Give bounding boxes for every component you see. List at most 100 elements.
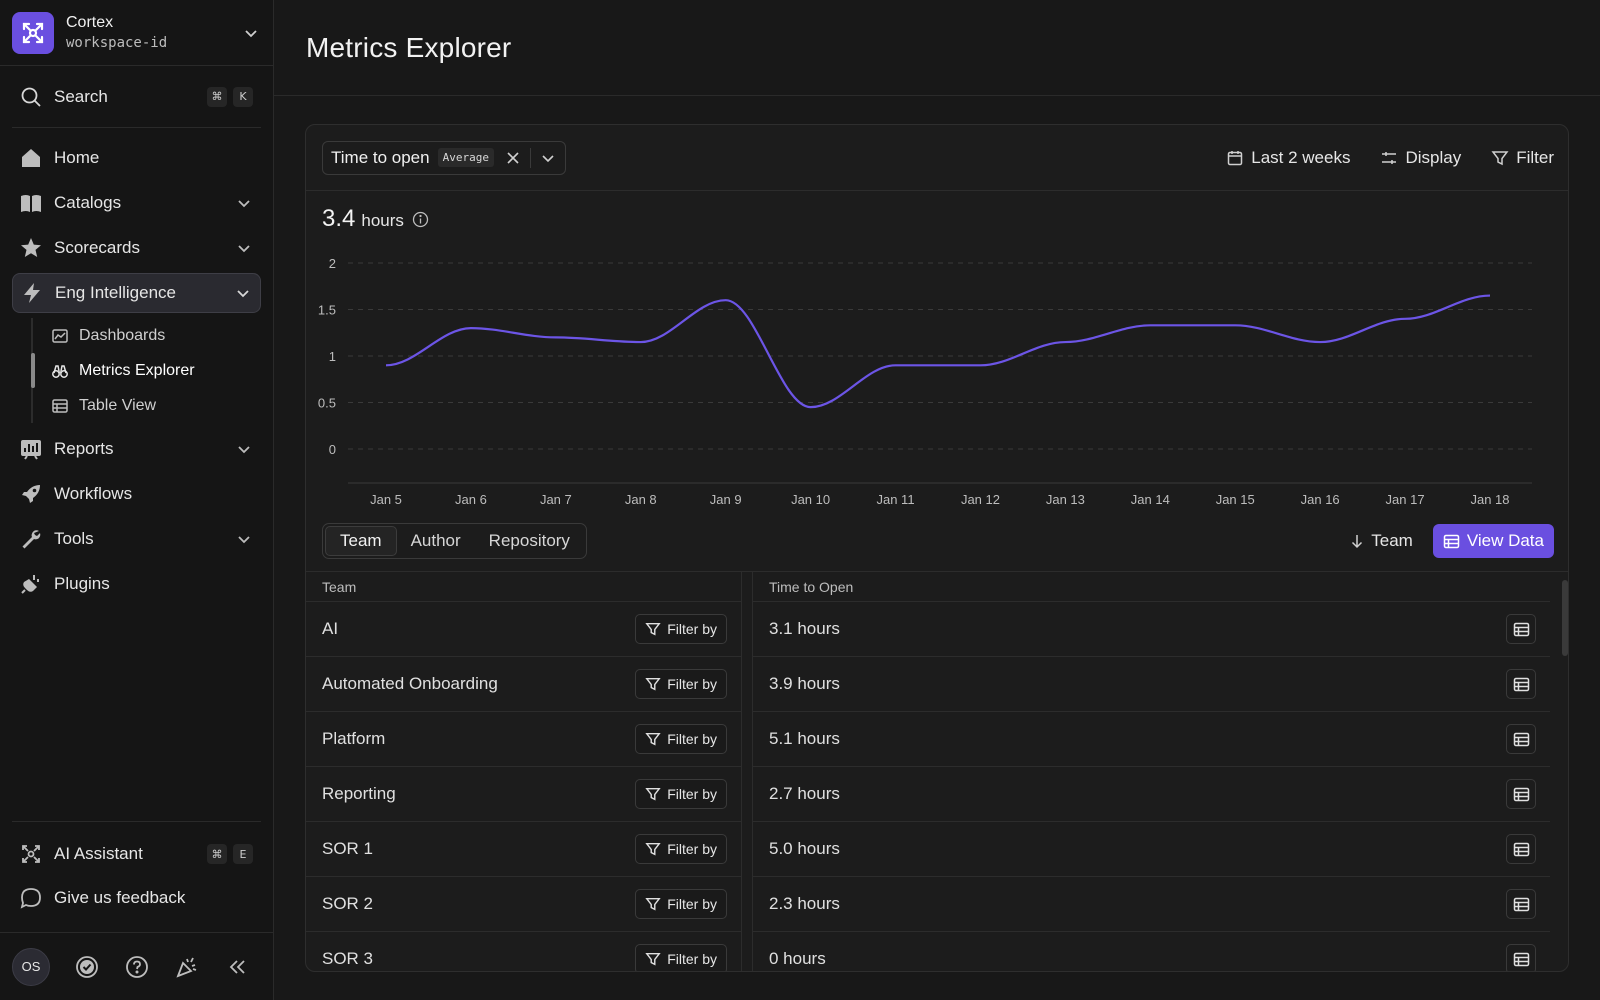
workspace-id: workspace-id: [66, 34, 168, 51]
x-tick-label: Jan 8: [625, 492, 657, 507]
time-value: 0 hours: [769, 949, 826, 968]
x-tick-label: Jan 9: [710, 492, 742, 507]
row-details-button[interactable]: [1506, 779, 1536, 809]
sort-button[interactable]: Team: [1349, 531, 1413, 551]
nav-item-scorecards[interactable]: Scorecards: [12, 228, 261, 268]
table-scrollbar[interactable]: [1560, 576, 1568, 971]
nav-item-plugins[interactable]: Plugins: [12, 564, 261, 604]
nav-item-table-view[interactable]: Table View: [33, 388, 261, 423]
data-point[interactable]: [1059, 336, 1071, 348]
x-tick-label: Jan 17: [1386, 492, 1425, 507]
help-button[interactable]: [124, 954, 150, 980]
search-button[interactable]: Search ⌘ K: [12, 66, 261, 128]
row-details-button[interactable]: [1506, 669, 1536, 699]
nav-label: Scorecards: [54, 238, 140, 257]
row-details-button[interactable]: [1506, 724, 1536, 754]
filter-by-label: Filter by: [667, 786, 717, 802]
tab-author[interactable]: Author: [410, 531, 461, 550]
chevron-down-icon: [238, 536, 250, 544]
data-point[interactable]: [380, 359, 392, 371]
data-point[interactable]: [1229, 319, 1241, 331]
scrollbar-thumb[interactable]: [1562, 580, 1568, 656]
data-point[interactable]: [550, 331, 562, 343]
nav-item-workflows[interactable]: Workflows: [12, 474, 261, 514]
y-tick-label: 0: [329, 442, 336, 457]
workspace-switcher[interactable]: Cortex workspace-id: [0, 0, 273, 66]
filter-by-button[interactable]: Filter by: [635, 779, 727, 809]
collapse-sidebar-button[interactable]: [224, 954, 250, 980]
summary-value: 3.4 hours: [322, 205, 429, 233]
nav-item-metrics-explorer[interactable]: Metrics Explorer: [31, 353, 261, 388]
tab-repository[interactable]: Repository: [488, 531, 570, 550]
data-point[interactable]: [805, 401, 817, 413]
check-badge-icon: [76, 955, 98, 978]
data-point[interactable]: [465, 322, 477, 334]
team-name: SOR 1: [322, 839, 374, 858]
x-tick-label: Jan 6: [455, 492, 487, 507]
nav-item-tools[interactable]: Tools: [12, 519, 261, 559]
nav-item-dashboards[interactable]: Dashboards: [33, 318, 261, 353]
filter-by-label: Filter by: [667, 731, 717, 747]
close-icon: [507, 151, 519, 164]
data-point[interactable]: [1484, 290, 1496, 302]
data-point[interactable]: [635, 336, 647, 348]
workspace-name: Cortex: [66, 13, 114, 31]
chevron-down-icon[interactable]: [539, 149, 557, 167]
whats-new-button[interactable]: [174, 954, 200, 980]
tab-team[interactable]: Team: [325, 526, 397, 556]
nav-item-reports[interactable]: Reports: [12, 429, 261, 469]
filter-by-button[interactable]: Filter by: [635, 889, 727, 919]
panel-toolbar: Time to open Average Last 2 weeks: [306, 125, 1568, 191]
filter-button[interactable]: Filter: [1491, 148, 1554, 168]
report-icon: [21, 440, 41, 460]
team-name: SOR 3: [322, 949, 374, 968]
funnel-icon: [645, 677, 661, 691]
avatar[interactable]: OS: [12, 947, 50, 986]
sidebar-bottom: AI Assistant ⌘ E Give us feedback OS: [0, 821, 273, 1000]
filter-by-button[interactable]: Filter by: [635, 614, 727, 644]
checklist-button[interactable]: [74, 954, 100, 980]
row-details-button[interactable]: [1506, 834, 1536, 864]
row-details-button[interactable]: [1506, 944, 1536, 971]
calendar-icon: [1227, 150, 1243, 165]
nav-item-home[interactable]: Home: [12, 138, 261, 178]
binoculars-icon: [52, 364, 68, 378]
series-line: [385, 294, 1491, 409]
clear-metric-button[interactable]: [504, 149, 522, 167]
filter-by-button[interactable]: Filter by: [635, 944, 727, 971]
data-point[interactable]: [720, 294, 732, 306]
funnel-icon: [1491, 150, 1509, 165]
nav-label: Catalogs: [54, 193, 122, 212]
nav-item-eng-intelligence[interactable]: Eng Intelligence: [12, 273, 261, 313]
funnel-icon: [645, 622, 661, 636]
filter-by-button[interactable]: Filter by: [635, 669, 727, 699]
table-row: Automated Onboarding Filter by: [306, 657, 741, 712]
table-row: 5.1 hours: [753, 712, 1550, 767]
data-point[interactable]: [890, 359, 902, 371]
x-tick-label: Jan 10: [791, 492, 830, 507]
feedback-button[interactable]: Give us feedback: [12, 878, 261, 918]
table-icon: [1513, 952, 1529, 966]
filter-by-button[interactable]: Filter by: [635, 724, 727, 754]
nav-label: Workflows: [54, 484, 133, 503]
filter-by-button[interactable]: Filter by: [635, 834, 727, 864]
info-icon[interactable]: [412, 211, 429, 228]
row-details-button[interactable]: [1506, 614, 1536, 644]
ai-assistant-button[interactable]: AI Assistant ⌘ E: [12, 834, 261, 874]
date-range-button[interactable]: Last 2 weeks: [1226, 148, 1350, 168]
data-point[interactable]: [1314, 336, 1326, 348]
chevron-down-icon: [238, 245, 250, 253]
data-point[interactable]: [1399, 313, 1411, 325]
data-point[interactable]: [1144, 319, 1156, 331]
filter-by-label: Filter by: [667, 621, 717, 637]
row-details-button[interactable]: [1506, 889, 1536, 919]
metric-selector[interactable]: Time to open Average: [322, 140, 566, 175]
x-tick-label: Jan 11: [876, 492, 914, 507]
nav-item-catalogs[interactable]: Catalogs: [12, 183, 261, 223]
table-row: AI Filter by: [306, 602, 741, 657]
data-point[interactable]: [974, 359, 986, 371]
display-button[interactable]: Display: [1380, 148, 1461, 168]
shortcut-key: ⌘: [207, 844, 227, 864]
column-header-time-to-open: Time to Open: [753, 572, 1550, 602]
view-data-button[interactable]: View Data: [1432, 524, 1554, 558]
